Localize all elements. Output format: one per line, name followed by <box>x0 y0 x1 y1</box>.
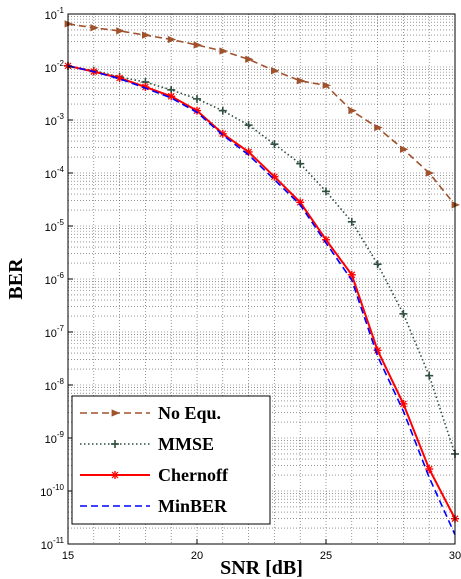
y-tick-label: 10-5 <box>45 218 65 234</box>
data-point <box>399 309 408 318</box>
y-tick-label: 10-8 <box>45 377 65 393</box>
x-tick-label: 25 <box>320 550 332 562</box>
y-tick-label: 10-4 <box>45 165 65 181</box>
data-point <box>347 270 356 279</box>
y-tick-base: 10 <box>45 10 57 22</box>
axes: 15 20 25 3010-110-210-310-410-510-610-710-8… <box>40 6 461 562</box>
series-line <box>67 64 456 520</box>
legend: No Equ. MMSE Chernoff MinBER <box>71 395 271 525</box>
data-point <box>322 187 330 196</box>
y-tick-base: 10 <box>45 63 57 75</box>
y-axis-label: BER <box>5 258 27 300</box>
y-tick-base: 10 <box>40 487 52 499</box>
legend-item: MinBER <box>80 496 228 516</box>
x-tick-label: 20 <box>191 550 203 562</box>
legend-item: No Equ. <box>80 403 221 423</box>
y-tick-label: 10-2 <box>45 59 65 75</box>
y-tick-base: 10 <box>45 169 57 181</box>
y-tick-base: 10 <box>41 540 53 552</box>
series-layer <box>64 20 461 536</box>
data-point <box>425 169 435 177</box>
y-tick-base: 10 <box>45 116 57 128</box>
y-tick-exponent: -10 <box>52 483 64 492</box>
data-point <box>347 217 356 226</box>
data-point <box>399 399 408 408</box>
data-point <box>296 159 305 168</box>
y-tick-label: 10-9 <box>45 430 65 446</box>
data-point <box>218 106 227 115</box>
data-point <box>218 129 227 138</box>
data-point <box>193 94 201 103</box>
y-tick-base: 10 <box>45 381 57 393</box>
legend-item: Chernoff <box>80 465 229 485</box>
y-tick-exponent: -1 <box>57 6 65 15</box>
legend-item: MMSE <box>80 434 214 454</box>
y-tick-exponent: -9 <box>57 430 65 439</box>
legend-label: MMSE <box>158 434 214 454</box>
y-tick-label: 10-10 <box>40 483 64 499</box>
data-point <box>116 27 125 35</box>
data-point <box>374 123 383 132</box>
legend-marker <box>111 471 119 479</box>
data-point <box>373 260 382 269</box>
x-axis-label: SNR [dB] <box>220 557 303 579</box>
y-tick-base: 10 <box>45 434 57 446</box>
series-line <box>67 23 456 206</box>
data-point <box>245 55 254 63</box>
y-tick-base: 10 <box>45 275 57 287</box>
legend-label: Chernoff <box>158 465 229 485</box>
data-point <box>270 140 279 149</box>
series-line <box>67 65 456 536</box>
legend-box <box>71 395 271 525</box>
data-point <box>244 121 253 130</box>
data-point <box>425 465 434 474</box>
y-tick-base: 10 <box>45 328 57 340</box>
legend-label: MinBER <box>158 496 228 516</box>
series-no-equ- <box>64 20 461 209</box>
y-tick-exponent: -2 <box>57 59 65 68</box>
y-tick-exponent: -11 <box>53 536 65 545</box>
legend-label: No Equ. <box>158 403 221 423</box>
y-tick-exponent: -8 <box>57 377 65 386</box>
y-tick-exponent: -7 <box>57 324 65 333</box>
data-point <box>90 24 99 32</box>
y-tick-exponent: -3 <box>57 112 65 121</box>
data-point <box>322 81 332 89</box>
legend-marker <box>111 409 121 417</box>
x-tick-label: 15 <box>62 550 74 562</box>
data-point <box>348 107 357 115</box>
data-point <box>219 47 228 55</box>
x-tick-label: 30 <box>449 550 461 562</box>
data-point <box>142 31 151 39</box>
data-point <box>167 35 177 44</box>
data-point <box>271 67 280 75</box>
data-point <box>193 41 203 49</box>
y-tick-label: 10-1 <box>45 6 65 22</box>
y-tick-base: 10 <box>45 222 57 234</box>
data-point <box>425 371 434 380</box>
legend-marker <box>111 440 119 448</box>
y-tick-label: 10-7 <box>45 324 65 340</box>
data-point <box>400 145 409 153</box>
y-tick-label: 10-6 <box>45 271 65 287</box>
y-tick-label: 10-3 <box>45 112 65 128</box>
data-point <box>296 77 306 85</box>
data-point <box>270 172 279 181</box>
y-tick-exponent: -6 <box>57 271 65 280</box>
series-minber <box>67 65 456 536</box>
y-tick-exponent: -5 <box>57 218 65 227</box>
y-tick-label: 10-11 <box>41 536 65 552</box>
data-point <box>322 235 330 244</box>
y-tick-exponent: -4 <box>57 165 65 174</box>
